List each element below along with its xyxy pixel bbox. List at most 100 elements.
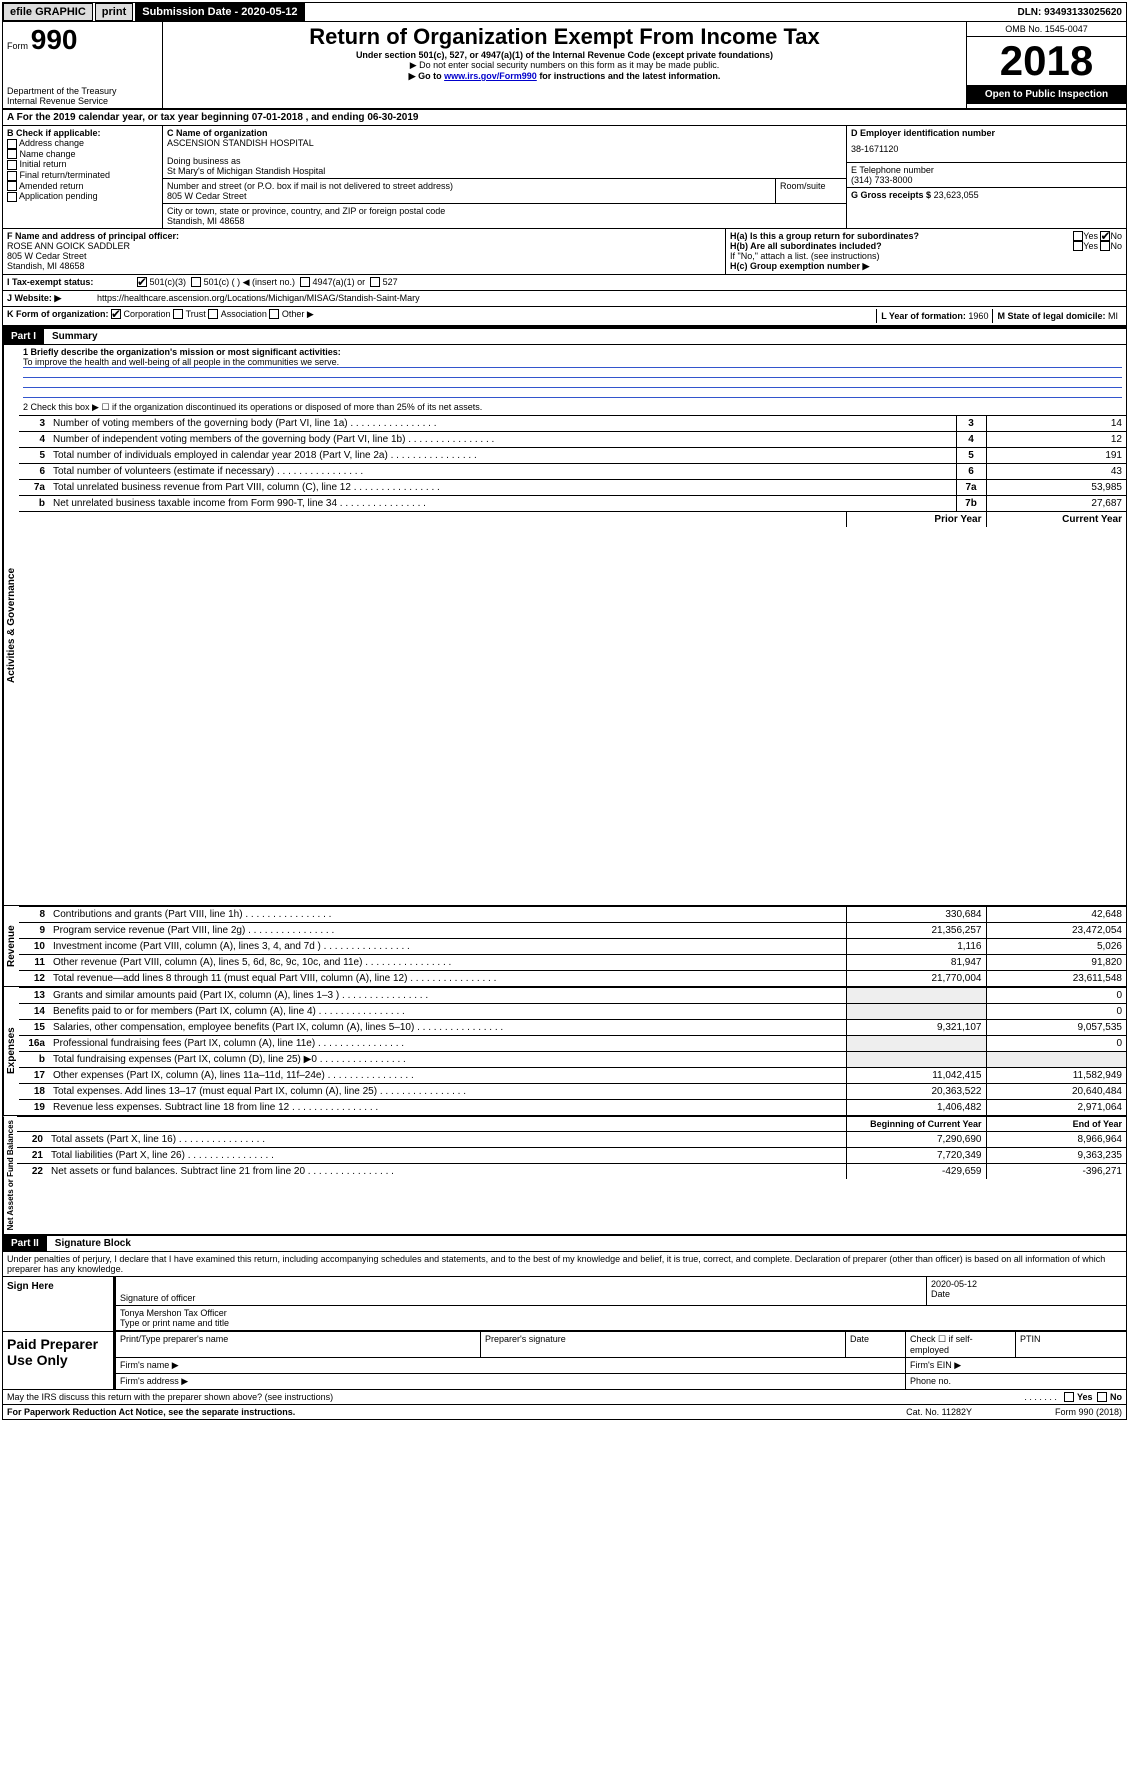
line-value: 27,687 <box>986 496 1126 512</box>
check-name[interactable] <box>7 149 17 159</box>
officer-name: ROSE ANN GOICK SADDLER <box>7 241 721 251</box>
hb-yes-check[interactable] <box>1073 241 1083 251</box>
efile-label: efile GRAPHIC <box>3 3 93 21</box>
klm-row: K Form of organization: Corporation Trus… <box>3 307 1126 327</box>
revenue-section: Revenue 8 Contributions and grants (Part… <box>3 905 1126 986</box>
ha-no-check[interactable] <box>1100 231 1110 241</box>
form-label: Form <box>7 41 28 51</box>
line-text: Salaries, other compensation, employee b… <box>49 1020 846 1036</box>
state-domicile: MI <box>1108 311 1118 321</box>
dba-label: Doing business as <box>167 156 842 166</box>
line-num: 19 <box>19 1100 49 1116</box>
current-value: 9,363,235 <box>986 1148 1126 1164</box>
pp-selfemployed: Check ☐ if self-employed <box>906 1332 1016 1357</box>
line-value: 191 <box>986 448 1126 464</box>
paid-preparer-label: Paid Preparer Use Only <box>3 1332 113 1389</box>
expenses-table: 13 Grants and similar amounts paid (Part… <box>19 987 1126 1115</box>
line-num: 21 <box>17 1148 47 1164</box>
check-address[interactable] <box>7 139 17 149</box>
i-501c3-check[interactable] <box>137 277 147 287</box>
check-pending[interactable] <box>7 192 17 202</box>
l-label: L Year of formation: <box>881 311 966 321</box>
line-text: Total assets (Part X, line 16) <box>47 1132 846 1148</box>
form-header: Form 990 Department of the Treasury Inte… <box>3 22 1126 110</box>
topbar: efile GRAPHIC print Submission Date - 20… <box>3 3 1126 22</box>
hb-no-check[interactable] <box>1100 241 1110 251</box>
vlabel-expenses: Expenses <box>3 987 19 1115</box>
line-box: 4 <box>956 432 986 448</box>
line-text: Total expenses. Add lines 13–17 (must eq… <box>49 1084 846 1100</box>
j-label: J Website: ▶ <box>7 293 97 304</box>
paid-preparer-block: Paid Preparer Use Only Print/Type prepar… <box>3 1332 1126 1390</box>
pp-phone-label: Phone no. <box>906 1374 1126 1389</box>
box-b-label: B Check if applicable: <box>7 128 158 138</box>
m-label: M State of legal domicile: <box>997 311 1105 321</box>
discuss-no[interactable] <box>1097 1392 1107 1402</box>
hb-note: If "No," attach a list. (see instruction… <box>730 251 1122 261</box>
check-final[interactable] <box>7 171 17 181</box>
col-end: End of Year <box>986 1117 1126 1132</box>
pp-sig-label: Preparer's signature <box>481 1332 846 1357</box>
ha-yes-check[interactable] <box>1073 231 1083 241</box>
current-value: 0 <box>986 988 1126 1004</box>
prior-value <box>846 988 986 1004</box>
sign-here-label: Sign Here <box>3 1277 113 1331</box>
note-ssn: ▶ Do not enter social security numbers o… <box>167 60 962 71</box>
prior-value <box>846 1052 986 1068</box>
current-value <box>986 1052 1126 1068</box>
line-num: 9 <box>19 923 49 939</box>
line-value: 43 <box>986 464 1126 480</box>
discuss-label: May the IRS discuss this return with the… <box>7 1392 1024 1402</box>
expenses-section: Expenses 13 Grants and similar amounts p… <box>3 986 1126 1115</box>
e-phone-label: E Telephone number <box>851 165 1122 175</box>
prior-value: 9,321,107 <box>846 1020 986 1036</box>
k-assoc-check[interactable] <box>208 309 218 319</box>
line-box: 5 <box>956 448 986 464</box>
governance-table: 3 Number of voting members of the govern… <box>19 415 1126 511</box>
line-num: 18 <box>19 1084 49 1100</box>
discuss-yes[interactable] <box>1064 1392 1074 1402</box>
k-corp-check[interactable] <box>111 309 121 319</box>
officer-address: 805 W Cedar Street Standish, MI 48658 <box>7 251 721 271</box>
irs-link[interactable]: www.irs.gov/Form990 <box>444 71 537 81</box>
line-num: 15 <box>19 1020 49 1036</box>
current-value: 9,057,535 <box>986 1020 1126 1036</box>
dept-treasury: Department of the Treasury Internal Reve… <box>7 86 158 106</box>
col-curr: Current Year <box>986 512 1126 528</box>
prior-value <box>846 1036 986 1052</box>
current-value: 2,971,064 <box>986 1100 1126 1116</box>
k-trust-check[interactable] <box>173 309 183 319</box>
line-value: 53,985 <box>986 480 1126 496</box>
mission-text: To improve the health and well-being of … <box>23 357 1122 368</box>
part1-title: Summary <box>44 331 98 342</box>
line-num: 17 <box>19 1068 49 1084</box>
form-number: 990 <box>31 24 78 55</box>
line-text: Total number of volunteers (estimate if … <box>49 464 956 480</box>
part2-label: Part II <box>3 1236 47 1251</box>
sig-date-val: 2020-05-12 <box>931 1279 1122 1289</box>
prior-value: 1,406,482 <box>846 1100 986 1116</box>
check-initial[interactable] <box>7 160 17 170</box>
print-button[interactable]: print <box>95 3 133 21</box>
part2-title: Signature Block <box>47 1238 131 1249</box>
cat-no: Cat. No. 11282Y <box>906 1407 972 1417</box>
sig-name-label: Type or print name and title <box>120 1318 1122 1328</box>
line-box: 6 <box>956 464 986 480</box>
line-num: 8 <box>19 907 49 923</box>
pp-date-label: Date <box>846 1332 906 1357</box>
revenue-table: 8 Contributions and grants (Part VIII, l… <box>19 906 1126 986</box>
i-501c-check[interactable] <box>191 277 201 287</box>
tax-exempt-row: I Tax-exempt status: 501(c)(3) 501(c) ( … <box>3 275 1126 291</box>
line-text: Grants and similar amounts paid (Part IX… <box>49 988 846 1004</box>
i-4947-check[interactable] <box>300 277 310 287</box>
k-other-check[interactable] <box>269 309 279 319</box>
current-value: 0 <box>986 1036 1126 1052</box>
line-text: Benefits paid to or for members (Part IX… <box>49 1004 846 1020</box>
net-header: Net Assets or Fund Balances Beginning of… <box>3 1115 1126 1234</box>
line-text: Number of voting members of the governin… <box>49 416 956 432</box>
form-subtitle: Under section 501(c), 527, or 4947(a)(1)… <box>167 50 962 60</box>
i-527-check[interactable] <box>370 277 380 287</box>
c-name-label: C Name of organization <box>167 128 842 138</box>
check-amended[interactable] <box>7 181 17 191</box>
line-num: 4 <box>19 432 49 448</box>
